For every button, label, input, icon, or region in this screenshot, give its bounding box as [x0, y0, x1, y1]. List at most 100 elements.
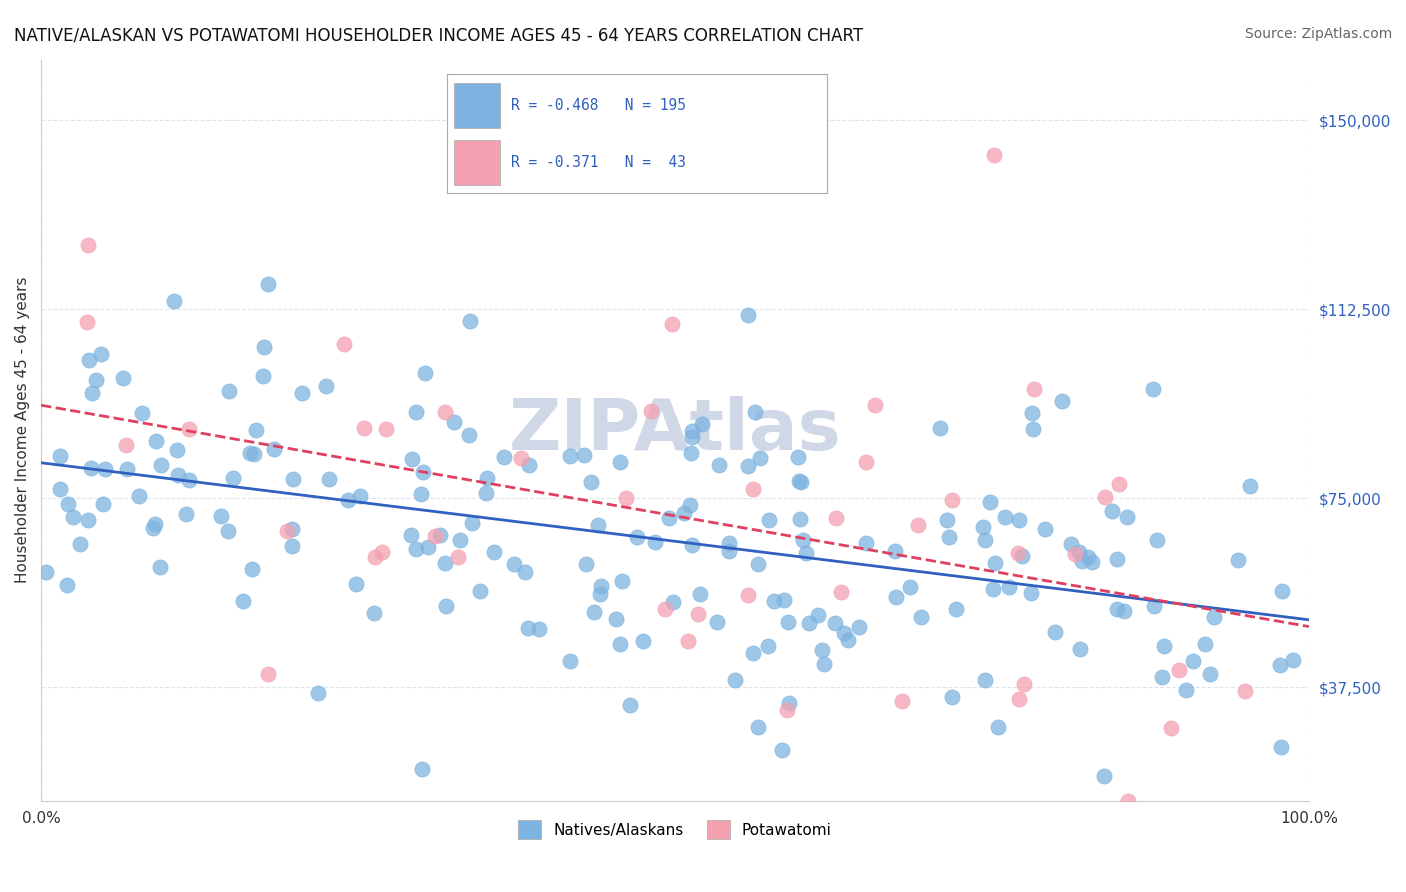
Point — [35, 565, 58, 579]
Point — [517, 458, 540, 473]
Point — [737, 588, 759, 602]
Point — [443, 415, 465, 429]
Point — [834, 625, 856, 640]
Point — [281, 539, 304, 553]
Point — [987, 720, 1010, 734]
Point — [1071, 554, 1094, 568]
Point — [90, 347, 112, 361]
Point — [941, 690, 963, 705]
Point — [588, 517, 610, 532]
Point — [48, 483, 70, 497]
Point — [797, 615, 820, 630]
Point — [945, 601, 967, 615]
Point — [747, 557, 769, 571]
Point — [308, 686, 330, 700]
Point — [1011, 549, 1033, 563]
Point — [689, 587, 711, 601]
Point — [349, 489, 371, 503]
Point — [69, 537, 91, 551]
Point — [1108, 476, 1130, 491]
Point — [984, 556, 1007, 570]
Point — [423, 529, 446, 543]
Point — [589, 587, 612, 601]
Point — [503, 558, 526, 572]
Point — [1174, 683, 1197, 698]
Point — [778, 696, 800, 710]
Point — [77, 353, 100, 368]
Point — [742, 482, 765, 496]
Point — [1008, 691, 1031, 706]
Point — [458, 428, 481, 442]
Point — [770, 743, 793, 757]
Text: Source: ZipAtlas.com: Source: ZipAtlas.com — [1244, 27, 1392, 41]
Point — [256, 667, 278, 681]
Point — [434, 599, 457, 614]
Point — [824, 615, 846, 630]
Point — [177, 422, 200, 436]
Point — [658, 511, 681, 525]
Point — [401, 452, 423, 467]
Point — [974, 533, 997, 547]
Point — [371, 545, 394, 559]
Point — [776, 703, 799, 717]
Point — [891, 694, 914, 708]
Point — [742, 646, 765, 660]
Point — [62, 509, 84, 524]
Point — [1064, 547, 1087, 561]
Point — [787, 474, 810, 488]
Point — [232, 593, 254, 607]
Point — [724, 673, 747, 688]
Point — [938, 530, 960, 544]
Point — [218, 384, 240, 399]
Point — [898, 580, 921, 594]
Point — [1199, 666, 1222, 681]
Point — [1118, 794, 1140, 808]
Point — [461, 516, 484, 530]
Point — [1033, 522, 1056, 536]
Text: NATIVE/ALASKAN VS POTAWATOMI HOUSEHOLDER INCOME AGES 45 - 64 YEARS CORRELATION C: NATIVE/ALASKAN VS POTAWATOMI HOUSEHOLDER… — [14, 27, 863, 45]
Point — [778, 615, 800, 629]
Point — [560, 449, 582, 463]
Point — [558, 654, 581, 668]
Point — [679, 499, 702, 513]
Point — [997, 580, 1019, 594]
Point — [411, 487, 433, 501]
Point — [243, 447, 266, 461]
Point — [581, 475, 603, 489]
Point — [619, 698, 641, 712]
Point — [1153, 639, 1175, 653]
Point — [794, 546, 817, 560]
Point — [494, 450, 516, 465]
Point — [166, 442, 188, 457]
Point — [910, 610, 932, 624]
Point — [418, 541, 440, 555]
Point — [661, 317, 683, 331]
Point — [744, 405, 766, 419]
Point — [434, 405, 457, 419]
Point — [865, 398, 887, 412]
Point — [344, 577, 367, 591]
Point — [56, 577, 79, 591]
Point — [475, 471, 498, 485]
Point — [717, 536, 740, 550]
Point — [1227, 553, 1250, 567]
Point — [353, 421, 375, 435]
Point — [1080, 555, 1102, 569]
Point — [681, 424, 703, 438]
Point — [654, 602, 676, 616]
Point — [1142, 382, 1164, 396]
Point — [1268, 657, 1291, 672]
Point — [824, 511, 846, 525]
Point — [983, 148, 1005, 162]
Point — [149, 560, 172, 574]
Point — [94, 461, 117, 475]
Point — [1282, 653, 1305, 667]
Point — [605, 612, 627, 626]
Point — [128, 489, 150, 503]
Point — [91, 497, 114, 511]
Point — [447, 549, 470, 564]
Point — [281, 522, 304, 536]
Point — [855, 535, 877, 549]
Point — [460, 314, 482, 328]
Point — [763, 594, 786, 608]
